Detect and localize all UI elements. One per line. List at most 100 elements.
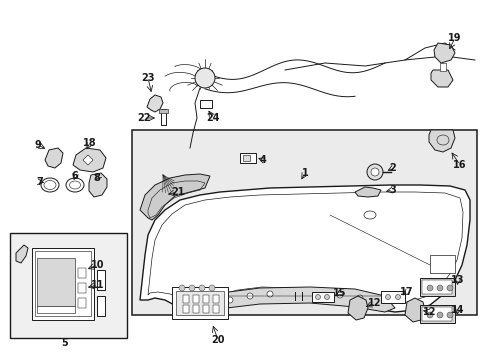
Text: 3: 3 — [389, 185, 396, 195]
Ellipse shape — [324, 294, 329, 300]
Bar — [97, 270, 105, 290]
Text: 12: 12 — [367, 298, 381, 308]
Text: 24: 24 — [206, 113, 219, 123]
Text: 4: 4 — [259, 155, 266, 165]
Text: 19: 19 — [447, 33, 461, 43]
Bar — [213, 295, 219, 303]
Circle shape — [446, 312, 452, 318]
Bar — [78, 283, 86, 293]
Bar — [183, 295, 189, 303]
Polygon shape — [433, 43, 454, 63]
Bar — [97, 296, 105, 316]
Polygon shape — [45, 148, 63, 168]
Polygon shape — [347, 296, 367, 320]
Text: 9: 9 — [35, 140, 41, 150]
Text: 16: 16 — [452, 160, 466, 170]
Bar — [193, 295, 199, 303]
Bar — [159, 109, 168, 113]
Text: 18: 18 — [83, 138, 97, 148]
Polygon shape — [354, 187, 380, 197]
Circle shape — [226, 297, 232, 303]
Circle shape — [199, 285, 204, 291]
Circle shape — [436, 285, 442, 291]
Circle shape — [370, 168, 378, 176]
Bar — [32, 248, 94, 320]
Bar — [419, 305, 454, 323]
Text: 1: 1 — [301, 168, 308, 178]
Ellipse shape — [363, 211, 375, 219]
Text: 11: 11 — [91, 280, 104, 290]
Bar — [421, 307, 451, 321]
Circle shape — [179, 285, 184, 291]
Circle shape — [436, 312, 442, 318]
Polygon shape — [89, 173, 107, 197]
Circle shape — [426, 312, 432, 318]
Circle shape — [266, 291, 272, 297]
Ellipse shape — [385, 294, 390, 300]
Text: 10: 10 — [91, 260, 104, 270]
Text: 21: 21 — [171, 187, 184, 197]
Text: 6: 6 — [71, 171, 78, 181]
Polygon shape — [428, 130, 454, 152]
Bar — [193, 305, 199, 313]
Text: 22: 22 — [137, 113, 150, 123]
Bar — [380, 291, 404, 303]
Ellipse shape — [69, 181, 81, 189]
Polygon shape — [195, 287, 394, 314]
Polygon shape — [430, 70, 452, 87]
Bar — [213, 305, 219, 313]
Text: 17: 17 — [400, 287, 413, 297]
Bar — [172, 287, 227, 319]
Text: 12: 12 — [423, 307, 436, 317]
Circle shape — [356, 295, 362, 301]
Text: 13: 13 — [450, 275, 464, 285]
Bar — [421, 280, 451, 294]
Polygon shape — [16, 245, 28, 263]
Bar — [429, 255, 454, 273]
Circle shape — [189, 285, 195, 291]
Circle shape — [446, 285, 452, 291]
Circle shape — [426, 285, 432, 291]
Bar — [311, 292, 333, 302]
Ellipse shape — [315, 294, 320, 300]
Polygon shape — [140, 174, 209, 220]
Text: 20: 20 — [211, 335, 224, 345]
Bar — [243, 155, 249, 161]
Bar — [203, 305, 208, 313]
Text: 5: 5 — [61, 338, 68, 348]
Circle shape — [366, 164, 382, 180]
Bar — [203, 295, 208, 303]
Text: 2: 2 — [389, 163, 396, 173]
Text: 7: 7 — [37, 177, 43, 187]
Text: 15: 15 — [332, 288, 346, 298]
Polygon shape — [404, 298, 424, 322]
Bar — [37, 306, 75, 313]
Text: 23: 23 — [141, 73, 154, 83]
Bar — [439, 63, 445, 71]
Bar — [183, 305, 189, 313]
Circle shape — [208, 285, 215, 291]
Polygon shape — [140, 185, 469, 315]
Bar — [419, 278, 454, 296]
Ellipse shape — [395, 294, 400, 300]
Circle shape — [195, 68, 215, 88]
Ellipse shape — [66, 178, 84, 192]
Bar — [78, 298, 86, 308]
Bar — [37, 258, 75, 306]
Bar — [200, 100, 212, 108]
Bar — [176, 291, 224, 315]
Bar — [78, 268, 86, 278]
Bar — [132, 130, 476, 315]
Bar — [240, 153, 256, 163]
Ellipse shape — [41, 178, 59, 192]
Circle shape — [336, 292, 342, 298]
Text: 8: 8 — [93, 173, 100, 183]
Bar — [35, 251, 91, 316]
Polygon shape — [147, 95, 163, 112]
Polygon shape — [83, 155, 93, 165]
Ellipse shape — [44, 180, 56, 189]
Text: 14: 14 — [450, 305, 464, 315]
Polygon shape — [73, 148, 106, 172]
Bar — [10, 233, 127, 338]
Circle shape — [246, 293, 252, 299]
